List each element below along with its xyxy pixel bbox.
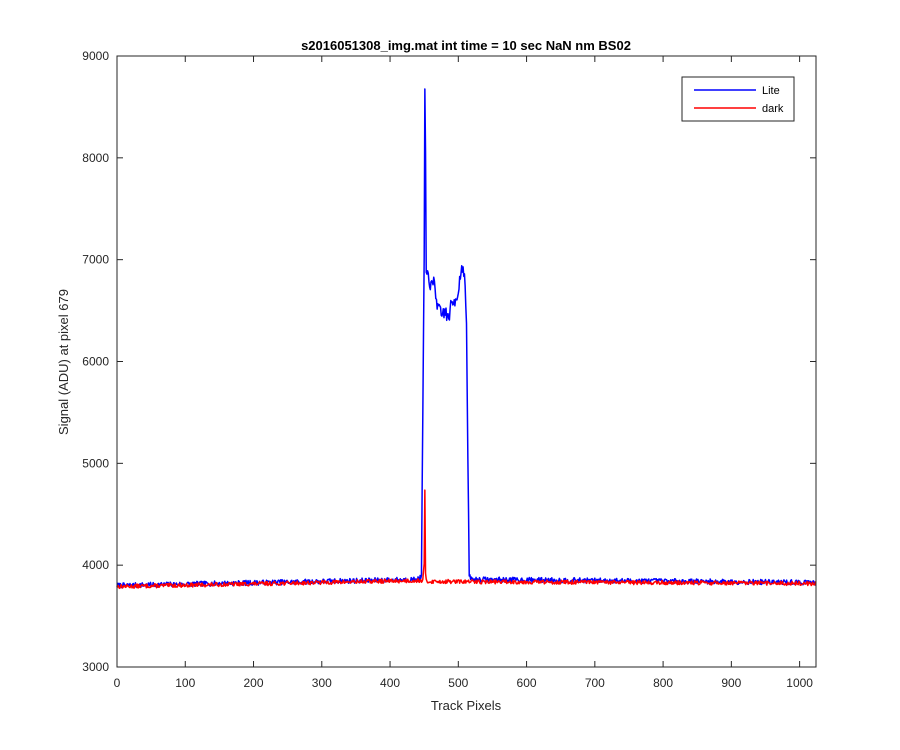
legend-label-dark: dark [762,103,784,115]
legend-label-lite: Lite [762,85,780,97]
x-tick-label: 0 [114,676,121,690]
y-tick-label: 8000 [82,151,109,165]
x-tick-label: 600 [517,676,537,690]
x-tick-label: 200 [244,676,264,690]
y-tick-label: 5000 [82,456,109,470]
y-tick-label: 6000 [82,355,109,369]
legend-box [681,76,795,122]
series-line-dark [116,489,817,590]
y-tick-label: 7000 [82,253,109,267]
x-tick-label: 800 [653,676,673,690]
y-tick-label: 3000 [82,660,109,674]
y-ticks: 3000 4000 5000 6000 7000 8000 9000 [82,49,816,674]
x-tick-label: 700 [585,676,605,690]
y-tick-label: 9000 [82,49,109,63]
x-axis-label: Track Pixels [431,698,502,713]
x-tick-label: 1000 [786,676,813,690]
x-tick-label: 400 [380,676,400,690]
series-line-lite [116,88,817,589]
x-tick-label: 300 [312,676,332,690]
series-layer [116,88,817,590]
x-tick-label: 500 [448,676,468,690]
x-tick-label: 900 [721,676,741,690]
y-axis-label: Signal (ADU) at pixel 679 [56,289,71,435]
x-ticks: 0 100 200 300 400 500 600 700 800 900 1000 [114,56,813,690]
chart-title: s2016051308_img.mat int time = 10 sec Na… [301,38,631,53]
y-tick-label: 4000 [82,558,109,572]
legend: Lite dark [681,76,795,122]
x-tick-label: 100 [175,676,195,690]
